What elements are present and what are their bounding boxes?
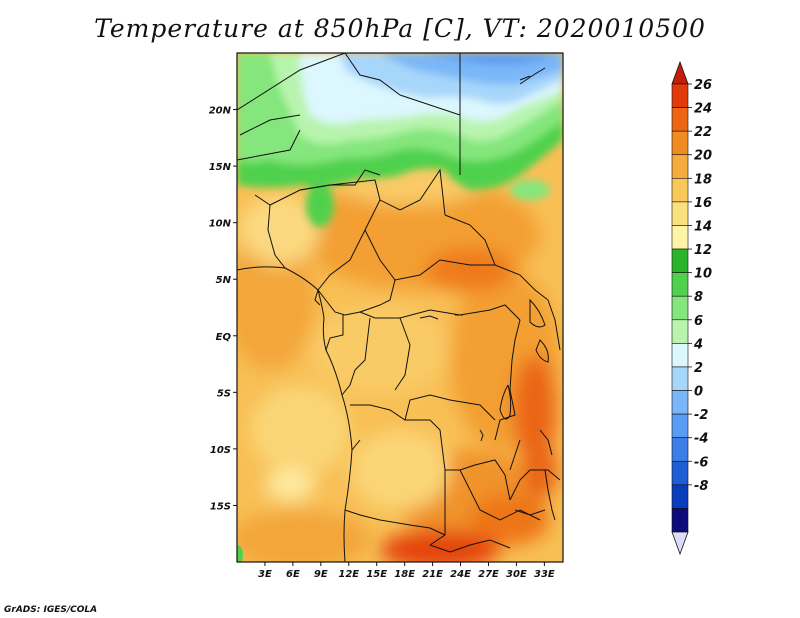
- colorbar-swatch: [671, 390, 689, 415]
- colorbar-label: 18: [694, 172, 712, 187]
- colorbar-swatch: [671, 319, 689, 344]
- colorbar-label: 6: [694, 314, 703, 329]
- colorbar-swatch: [671, 295, 689, 321]
- longitude-axis: 3E 6E 9E 12E 15E 18E 21E 24E 27E 30E 33E: [258, 562, 555, 580]
- lon-tick-label: 12E: [338, 569, 359, 580]
- colorbar-swatch: [671, 460, 689, 486]
- colorbar-label: 4: [693, 337, 703, 352]
- colorbar-swatch: [671, 154, 689, 179]
- temperature-field: [237, 53, 563, 562]
- lon-tick-label: 27E: [478, 569, 499, 580]
- colorbar-label: 14: [694, 219, 712, 234]
- lon-tick-label: 6E: [286, 569, 300, 580]
- colorbar-swatch: [671, 225, 689, 250]
- colorbar-swatch: [671, 107, 689, 132]
- colorbar-label: 20: [694, 149, 712, 164]
- colorbar-swatch: [671, 248, 689, 273]
- lat-tick-label: 15N: [209, 162, 232, 173]
- colorbar-label: 24: [694, 102, 712, 117]
- lat-tick-label: 5N: [216, 275, 232, 286]
- colorbar-label: -2: [694, 408, 708, 423]
- colorbar-swatch: [671, 484, 689, 509]
- lon-tick-label: 9E: [314, 569, 328, 580]
- colorbar-swatch: [671, 413, 689, 438]
- lat-tick-label: EQ: [216, 332, 232, 343]
- colorbar-swatch: [671, 272, 689, 297]
- lon-tick-label: 33E: [534, 569, 555, 580]
- lon-tick-label: 18E: [394, 569, 415, 580]
- colorbar-label: 0: [694, 385, 703, 400]
- latitude-axis: 20N 15N 10N 5N EQ 5S 10S 15S: [209, 106, 237, 512]
- colorbar-swatch: [671, 83, 689, 108]
- lat-tick-label: 5S: [217, 388, 231, 399]
- colorbar-label: 26: [694, 78, 712, 93]
- lat-tick-label: 10S: [210, 445, 231, 456]
- colorbar-swatch: [671, 437, 689, 462]
- lat-tick-label: 15S: [210, 501, 231, 512]
- colorbar-top-arrow: [671, 60, 689, 85]
- grads-credit: GrADS: IGES/COLA: [4, 605, 98, 615]
- colorbar-label: 2: [694, 361, 703, 376]
- map-frame: [236, 52, 564, 563]
- lon-tick-label: 15E: [366, 569, 387, 580]
- colorbar-label: -4: [694, 432, 708, 447]
- country-boundaries: [237, 53, 561, 562]
- map-title: Temperature at 850hPa [C], VT: 202001050…: [94, 14, 706, 43]
- colorbar-bottom-arrow: [671, 531, 689, 556]
- colorbar-swatch: [671, 178, 689, 203]
- lat-tick-label: 10N: [209, 219, 232, 230]
- lat-tick-label: 20N: [209, 106, 232, 117]
- colorbar-label: 16: [694, 196, 712, 211]
- lon-tick-label: 21E: [422, 569, 443, 580]
- colorbar-label: 10: [694, 267, 712, 282]
- colorbar-label: 22: [694, 125, 712, 140]
- lon-tick-label: 3E: [258, 569, 272, 580]
- colorbar-swatch: [671, 508, 689, 533]
- colorbar-label: -8: [694, 479, 708, 494]
- colorbar-label: 12: [694, 243, 712, 258]
- colorbar-swatch: [671, 366, 689, 391]
- lon-tick-label: 30E: [506, 569, 527, 580]
- lon-tick-label: 24E: [450, 569, 471, 580]
- colorbar-label: 8: [694, 290, 703, 305]
- colorbar-swatch: [671, 201, 689, 226]
- colorbar-swatch: [671, 130, 689, 156]
- colorbar-label: -6: [694, 455, 708, 470]
- colorbar-swatch: [671, 343, 689, 368]
